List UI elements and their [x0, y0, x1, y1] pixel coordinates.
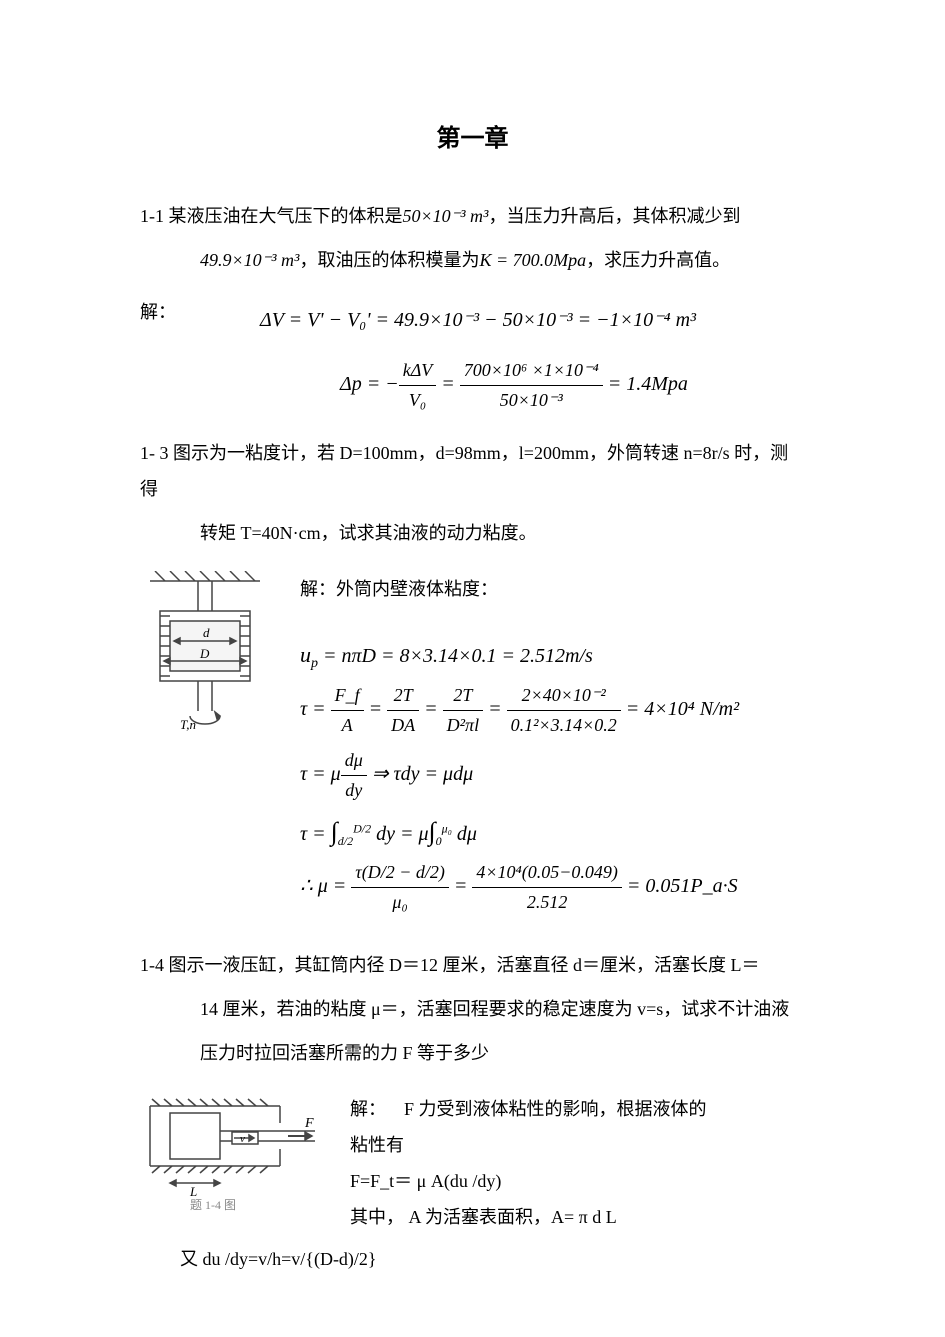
sol-1-3-label: 解：外筒内壁液体粘度： [300, 571, 805, 607]
sol-label-1-1: 解： [140, 298, 260, 327]
diff-d: dy [341, 776, 367, 805]
dp-n1: kΔV [399, 356, 437, 386]
diff-n: dμ [341, 746, 367, 776]
p1-3-line1: 1- 3 图示为一粘度计，若 D=100mm，d=98mm，l=200mm，外筒… [140, 435, 805, 507]
dp-res: = 1.4Mpa [603, 373, 688, 395]
p1-1-line2: 49.9×10⁻³ m³，取油压的体积模量为K = 700.0Mpa，求压力升高… [140, 242, 805, 278]
sol14-line3: F=F_t＝ μ A(du /dy) [350, 1163, 805, 1199]
tau-f3n: 2T [443, 681, 483, 711]
eq-deltaV: ΔV = V' − V₀' = 49.9×10⁻³ − 50×10⁻³ = −1… [260, 304, 696, 336]
eq-mu: ∴ μ = τ(D/2 − d/2)μ₀ = 4×10⁴(0.05−0.049)… [300, 858, 805, 917]
diagram-1-3: d D T,n [140, 571, 270, 740]
sol14-line4: 其中， A 为活塞表面积，A= π d L [350, 1199, 805, 1235]
eq-tau: τ = F_fA = 2TDA = 2TD²πl = 2×40×10⁻²0.1²… [300, 681, 805, 740]
dp-n2: 700×10⁶ ×1×10⁻⁴ [460, 356, 603, 386]
p1-4-line1: 1-4 图示一液压缸，其缸筒内径 D＝12 厘米，活塞直径 d＝厘米，活塞长度 … [140, 947, 805, 983]
fig14-caption: 题 1-4 图 [190, 1198, 236, 1211]
tau-pre: τ = [300, 698, 331, 720]
eq-diff: τ = μdμdy ⇒ τdy = μdμ [300, 746, 805, 805]
chapter-title: 第一章 [140, 120, 805, 158]
mu-n1: τ(D/2 − d/2) [351, 858, 449, 888]
problem-1-3: 1- 3 图示为一粘度计，若 D=100mm，d=98mm，l=200mm，外筒… [140, 435, 805, 551]
tau-f1d: A [331, 711, 364, 740]
tau-f1n: F_f [331, 681, 364, 711]
sol14-l1b: F 力受到液体粘性的影响，根据液体的 [404, 1099, 707, 1119]
eq-deltaP: Δp = −kΔVV₀ = 700×10⁶ ×1×10⁻⁴50×10⁻³ = 1… [340, 356, 805, 415]
tau-res: = 4×10⁴ N/m² [621, 698, 739, 720]
problem-1-1: 1-1 某液压油在大气压下的体积是50×10⁻³ m³，当压力升高后，其体积减少… [140, 198, 805, 278]
p1-4-line2: 14 厘米，若油的粘度 μ＝，活塞回程要求的稳定速度为 v=s，试求不计油液 [140, 991, 805, 1027]
fig14-v: v [240, 1133, 245, 1145]
dp-d2: 50×10⁻³ [460, 386, 603, 415]
p1-1-label: 1-1 某液压油在大气压下的体积是 [140, 206, 403, 226]
mu-pre: ∴ μ = [300, 875, 351, 897]
p1-1-line1: 1-1 某液压油在大气压下的体积是50×10⁻³ m³，当压力升高后，其体积减少… [140, 198, 805, 234]
eq-up-text: = nπD = 8×3.14×0.1 = 2.512m/s [323, 645, 593, 667]
eq-int: τ = ∫d/2D/2 dy = μ∫0μ₀ dμ [300, 811, 805, 853]
p1-1-mid1: ，当压力升高后，其体积减少到 [488, 206, 740, 226]
p1-1-tail: ，求压力升高值。 [586, 250, 730, 270]
cylinder-diagram: F v L 题 1-4 图 [140, 1091, 320, 1211]
p1-1-mid2: ，取油压的体积模量为 [299, 250, 479, 270]
tau-f2n: 2T [387, 681, 419, 711]
fig14-L: L [189, 1184, 197, 1199]
tau-f2d: DA [387, 711, 419, 740]
diff-pre: τ = μ [300, 763, 341, 785]
dp-pre: Δp = − [340, 373, 399, 395]
tau-f3d: D²πl [443, 711, 483, 740]
fig14-F: F [304, 1116, 314, 1131]
fig13-D: D [199, 646, 210, 661]
solution-1-3: d D T,n 解：外筒内壁液体粘度： up = nπD = 8×3.14×0.… [140, 571, 805, 923]
sol14-pre: 解： [350, 1099, 386, 1119]
fig13-Tn: T,n [180, 717, 196, 731]
diff-tail: ⇒ τdy = μdμ [367, 763, 473, 785]
tau-f4d: 0.1²×3.14×0.2 [507, 711, 621, 740]
solution-1-1: 解： ΔV = V' − V₀' = 49.9×10⁻³ − 50×10⁻³ =… [140, 298, 805, 415]
solution-1-4: F v L 题 1-4 图 解： F 力受到液体粘性的影响，根据液体的 粘性有 … [140, 1091, 805, 1235]
dp-d1: V₀ [399, 386, 437, 415]
viscometer-diagram: d D T,n [140, 571, 270, 731]
dp-eq1: = [436, 373, 460, 395]
mu-d2: 2.512 [472, 888, 622, 917]
mu-n2: 4×10⁴(0.05−0.049) [472, 858, 622, 888]
p1-3-line2: 转矩 T=40N·cm，试求其油液的动力粘度。 [140, 515, 805, 551]
p1-1-v0: 50×10⁻³ m³ [403, 206, 489, 226]
tau-f4n: 2×40×10⁻² [507, 681, 621, 711]
mu-res: = 0.051P_a·S [622, 875, 738, 897]
sol14-line1: 解： F 力受到液体粘性的影响，根据液体的 [350, 1091, 805, 1127]
p1-1-k: K = 700.0Mpa [479, 250, 586, 270]
eq-up: up = nπD = 8×3.14×0.1 = 2.512m/s [300, 637, 805, 675]
p1-1-v1: 49.9×10⁻³ m³ [200, 250, 299, 270]
mu-d1: μ₀ [351, 888, 449, 917]
diagram-1-4: F v L 题 1-4 图 [140, 1091, 320, 1220]
fig13-d: d [203, 625, 210, 640]
sol14-line2: 粘性有 [350, 1127, 805, 1163]
p1-4-line3: 压力时拉回活塞所需的力 F 等于多少 [140, 1035, 805, 1071]
problem-1-4: 1-4 图示一液压缸，其缸筒内径 D＝12 厘米，活塞直径 d＝厘米，活塞长度 … [140, 947, 805, 1071]
sol14-line5: 又 du /dy=v/h=v/{(D-d)/2} [140, 1241, 805, 1277]
